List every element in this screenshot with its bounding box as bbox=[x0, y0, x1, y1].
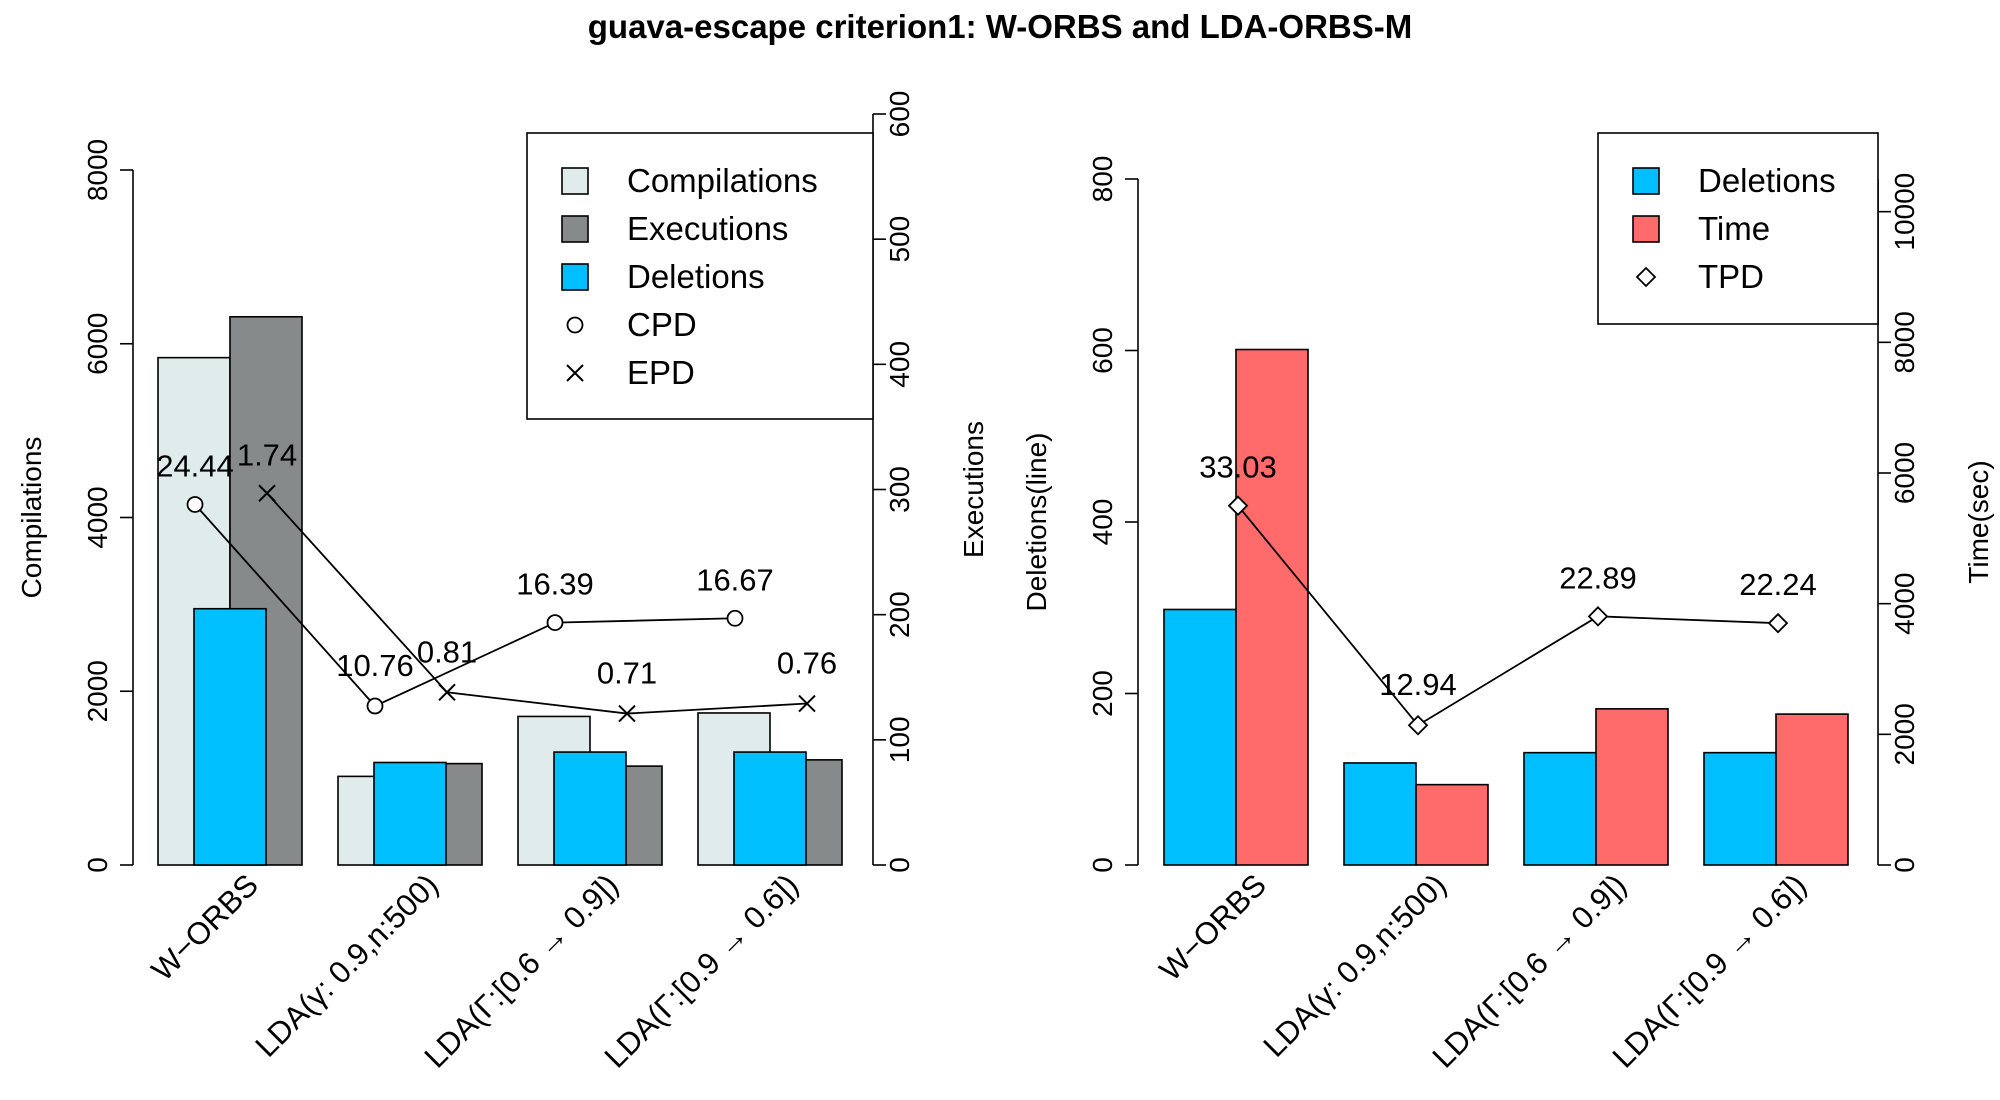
bar-deletions bbox=[553, 751, 627, 866]
bar-time bbox=[1775, 713, 1849, 866]
value-label-cpd: 24.44 bbox=[156, 448, 234, 483]
right-tick-label: 100 bbox=[884, 716, 915, 763]
value-label-cpd: 16.67 bbox=[696, 562, 774, 597]
left-tick-label: 0 bbox=[1087, 857, 1118, 873]
left-tick-label: 400 bbox=[1087, 499, 1118, 546]
legend-label-cpd: CPD bbox=[627, 306, 697, 343]
legend-label-deletions: Deletions bbox=[627, 258, 765, 295]
right-tick-label: 300 bbox=[884, 466, 915, 513]
legend: Compilations Executions Deletions CPD EPD bbox=[526, 132, 874, 420]
left-tick-label: 2000 bbox=[82, 660, 113, 722]
x-tick-label: W−ORBS bbox=[145, 867, 265, 987]
bar-deletions bbox=[733, 751, 807, 866]
legend-marker-epd bbox=[566, 364, 584, 382]
bar-time bbox=[1415, 783, 1489, 866]
right-tick-label: 2000 bbox=[1889, 703, 1920, 765]
legend-swatch-executions bbox=[561, 215, 589, 243]
value-label-tpd: 22.24 bbox=[1739, 567, 1817, 602]
legend-marker-cpd bbox=[566, 316, 584, 334]
marker-tpd bbox=[1407, 714, 1429, 736]
marker-epd bbox=[438, 683, 456, 701]
marker-epd bbox=[798, 694, 816, 713]
legend-swatch-time bbox=[1632, 215, 1660, 243]
right-tick-label: 8000 bbox=[1889, 311, 1920, 373]
left-tick-label: 0 bbox=[82, 857, 113, 873]
right-tick-label: 400 bbox=[884, 341, 915, 388]
bar-time bbox=[1595, 708, 1669, 866]
right-tick-label: 600 bbox=[884, 91, 915, 138]
legend-marker-tpd bbox=[1635, 266, 1657, 288]
left-tick-label: 8000 bbox=[82, 139, 113, 201]
right-axis-title: Time(sec) bbox=[1963, 460, 1994, 583]
marker-tpd bbox=[1587, 606, 1609, 627]
bar-deletions bbox=[1343, 762, 1417, 866]
line-cpd bbox=[194, 503, 736, 708]
legend-label-deletions: Deletions bbox=[1698, 162, 1836, 199]
value-label-epd: 0.76 bbox=[777, 646, 837, 681]
left-panel: 0 2000 4000 6000 8000 Compilations 0 100 200 300 4… bbox=[16, 91, 989, 1075]
x-tick-label: LDA(Γ:[0.6 → 0.9]) bbox=[1426, 867, 1633, 1074]
legend-label-time: Time bbox=[1698, 210, 1770, 247]
legend-label-compilations: Compilations bbox=[627, 162, 818, 199]
legend-swatch-deletions bbox=[561, 263, 589, 291]
value-label-epd: 0.71 bbox=[597, 656, 657, 691]
left-tick-label: 4000 bbox=[82, 486, 113, 548]
left-tick-label: 200 bbox=[1087, 670, 1118, 717]
right-tick-label: 0 bbox=[1889, 857, 1920, 873]
marker-cpd bbox=[546, 614, 564, 632]
marker-tpd bbox=[1767, 612, 1789, 634]
right-tick-label: 200 bbox=[884, 591, 915, 638]
right-tick-label: 500 bbox=[884, 216, 915, 263]
marker-epd bbox=[618, 704, 636, 723]
bar-deletions bbox=[373, 761, 447, 866]
right-tick-label: 0 bbox=[884, 857, 915, 873]
bar-deletions bbox=[1523, 751, 1597, 866]
bar-deletions bbox=[1163, 608, 1237, 866]
left-axis-title: Compilations bbox=[16, 437, 47, 599]
marker-cpd bbox=[726, 609, 744, 627]
value-label-tpd: 22.89 bbox=[1559, 560, 1637, 595]
right-panel: 0 200 400 600 800 Deletions(line) 0 2000 4000 600… bbox=[1021, 132, 1994, 1075]
value-label-tpd: 12.94 bbox=[1379, 667, 1457, 702]
value-label-epd: 0.81 bbox=[417, 634, 477, 669]
right-tick-label: 6000 bbox=[1889, 442, 1920, 504]
marker-epd bbox=[258, 484, 276, 502]
left-tick-label: 6000 bbox=[82, 313, 113, 375]
marker-cpd bbox=[366, 697, 384, 715]
marker-cpd bbox=[186, 496, 204, 513]
marker-tpd bbox=[1227, 495, 1249, 516]
value-label-cpd: 16.39 bbox=[516, 567, 594, 602]
left-tick-label: 600 bbox=[1087, 327, 1118, 374]
legend-label-epd: EPD bbox=[627, 354, 695, 391]
legend-swatch-deletions bbox=[1632, 167, 1660, 195]
bar-deletions bbox=[1703, 751, 1777, 866]
x-tick-label: LDA(Γ:[0.9 → 0.6]) bbox=[1606, 867, 1813, 1074]
x-tick-label: W−ORBS bbox=[1153, 867, 1273, 987]
right-tick-label: 10000 bbox=[1889, 173, 1920, 251]
x-tick-label: LDA(Γ:[0.9 → 0.6]) bbox=[598, 867, 805, 1074]
chart-title: guava-escape criterion1: W-ORBS and LDA-… bbox=[588, 8, 1412, 45]
bar-deletions bbox=[193, 607, 267, 866]
line-tpd bbox=[1237, 505, 1779, 727]
right-axis-title: Executions bbox=[958, 421, 989, 558]
legend: Deletions Time TPD bbox=[1597, 132, 1879, 325]
legend-swatch-compilations bbox=[561, 167, 589, 195]
line-epd bbox=[266, 492, 808, 715]
value-label-epd: 1.74 bbox=[237, 437, 297, 472]
x-tick-label: LDA(γ: 0.9,n:500) bbox=[1256, 867, 1453, 1064]
right-tick-label: 4000 bbox=[1889, 573, 1920, 635]
left-tick-label: 800 bbox=[1087, 156, 1118, 203]
legend-label-executions: Executions bbox=[627, 210, 788, 247]
x-tick-label: LDA(γ: 0.9,n:500) bbox=[248, 867, 445, 1064]
legend-label-tpd: TPD bbox=[1698, 258, 1764, 295]
value-label-cpd: 10.76 bbox=[336, 648, 414, 683]
bar-time bbox=[1235, 348, 1309, 866]
value-label-tpd: 33.03 bbox=[1199, 450, 1277, 485]
left-axis-title: Deletions(line) bbox=[1021, 433, 1052, 612]
x-tick-label: LDA(Γ:[0.6 → 0.9]) bbox=[418, 867, 625, 1074]
